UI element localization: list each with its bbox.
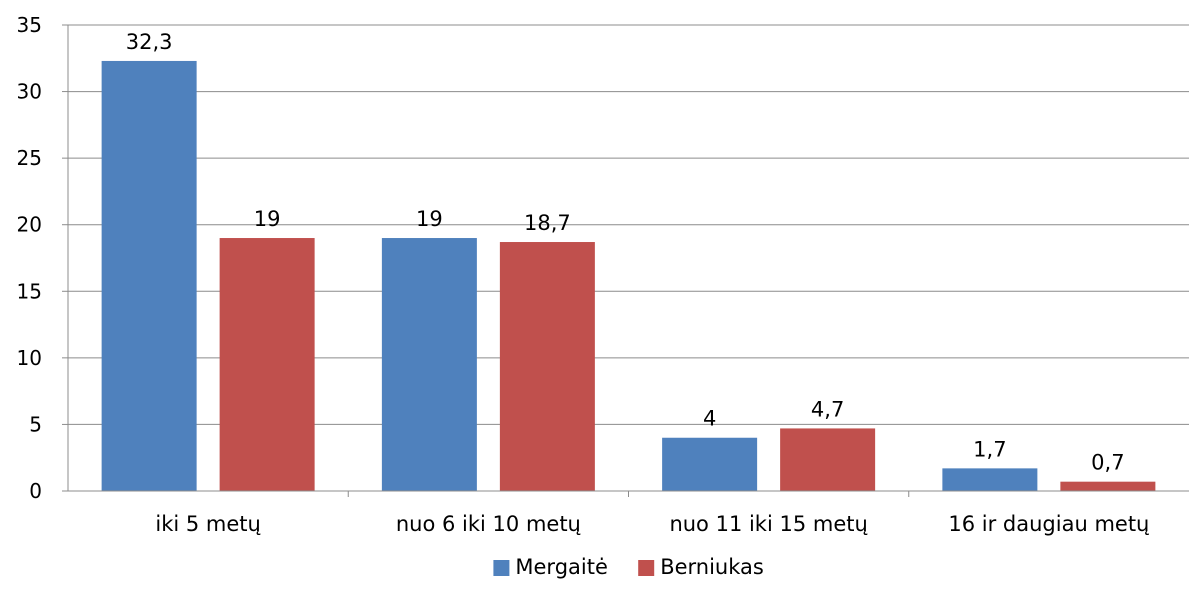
- x-category-label-2: nuo 11 iki 15 metų: [669, 512, 867, 536]
- y-tick-label-30: 30: [17, 80, 42, 104]
- bar-berniukas-2: [780, 428, 876, 491]
- bar-mergaite-2: [662, 437, 758, 491]
- data-label-mergaite-1: 19: [416, 207, 443, 231]
- bar-berniukas-1: [499, 242, 595, 491]
- y-tick-label-25: 25: [17, 146, 42, 170]
- legend-label-1: Berniukas: [660, 555, 764, 579]
- bar-berniukas-0: [219, 238, 315, 491]
- bar-mergaite-3: [942, 468, 1038, 491]
- legend-swatch-1: [638, 560, 655, 576]
- data-label-berniukas-0: 19: [254, 207, 281, 231]
- bar-mergaite-1: [381, 238, 477, 491]
- data-label-mergaite-0: 32,3: [126, 30, 173, 54]
- data-label-berniukas-2: 4,7: [811, 397, 844, 421]
- x-category-label-3: 16 ir daugiau metų: [948, 512, 1149, 536]
- y-tick-label-0: 0: [29, 479, 42, 503]
- bars: [101, 60, 1156, 491]
- category-labels: iki 5 metų nuo 6 iki 10 metų nuo 11 iki 15…: [155, 512, 1149, 536]
- data-label-berniukas-1: 18,7: [524, 211, 571, 235]
- data-labels: 32,3 19 19 18,7 4 4,7 1,7 0,7: [126, 30, 1125, 475]
- bar-mergaite-0: [101, 60, 197, 491]
- y-tick-label-5: 5: [29, 412, 42, 436]
- y-tick-label-15: 15: [17, 279, 42, 303]
- y-tick-label-35: 35: [17, 13, 42, 37]
- x-category-label-1: nuo 6 iki 10 metų: [396, 512, 581, 536]
- data-label-mergaite-3: 1,7: [973, 437, 1006, 461]
- bar-berniukas-3: [1060, 481, 1156, 491]
- x-category-label-0: iki 5 metų: [155, 512, 260, 536]
- legend-swatch-0: [493, 560, 510, 576]
- legend: Mergaitė Berniukas: [493, 555, 764, 579]
- data-label-berniukas-3: 0,7: [1091, 451, 1124, 475]
- y-tick-label-10: 10: [17, 346, 42, 370]
- legend-label-0: Mergaitė: [515, 555, 608, 579]
- y-tick-label-20: 20: [17, 213, 42, 237]
- data-label-mergaite-2: 4: [703, 407, 716, 431]
- axes: [67, 25, 1189, 497]
- y-axis-ticks: 0 5 10 15 20 25 30 35: [17, 13, 68, 503]
